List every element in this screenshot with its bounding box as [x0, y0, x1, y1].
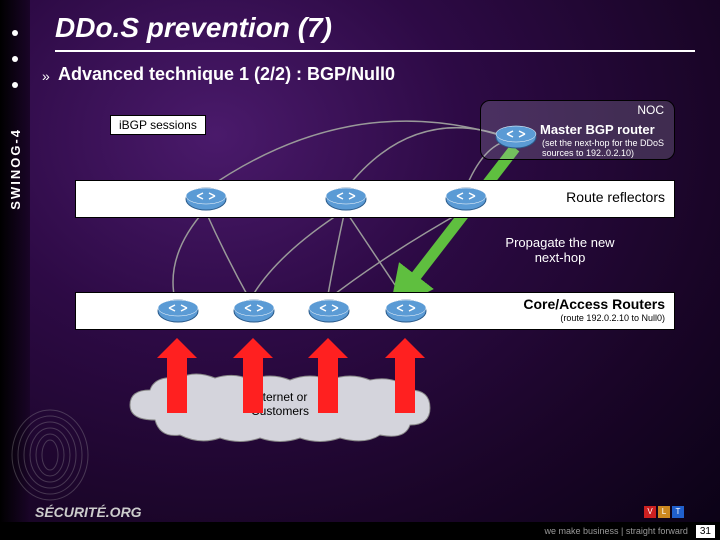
sq-t: T [672, 506, 684, 518]
dot [12, 30, 18, 36]
attack-arrow-3 [395, 358, 415, 413]
attack-arrow-0 [167, 358, 187, 413]
sq-v: V [644, 506, 656, 518]
master-router-sub: (set the next-hop for the DDoS sources t… [542, 138, 670, 158]
chevron-icon: » [42, 68, 50, 84]
color-squares: V L T [643, 506, 685, 518]
router-core1 [157, 299, 199, 323]
master-router-label: Master BGP router [540, 122, 670, 137]
page-title: DDo.S prevention (7) [55, 12, 332, 44]
title-underline [55, 50, 695, 52]
router-reflector3 [445, 187, 487, 211]
footer-text: we make business | straight forward [544, 526, 687, 536]
dot [12, 56, 18, 62]
network-diagram: NOC iBGP sessions Master BGP router (set… [75, 100, 675, 440]
core-sub: (route 192.0.2.10 to Null0) [560, 313, 665, 323]
dot [12, 82, 18, 88]
route-reflectors-label: Route reflectors [566, 189, 665, 205]
fingerprint-icon [5, 405, 95, 505]
router-reflector2 [325, 187, 367, 211]
router-core3 [308, 299, 350, 323]
core-label: Core/Access Routers [523, 296, 665, 312]
securite-logo: SÉCURITÉ.ORG [35, 504, 142, 520]
noc-label: NOC [637, 103, 664, 117]
ibgp-label: iBGP sessions [110, 115, 206, 135]
propagate-label: Propagate the new next-hop [490, 235, 630, 265]
attack-arrow-1 [243, 358, 263, 413]
subtitle: Advanced technique 1 (2/2) : BGP/Null0 [58, 64, 395, 85]
router-reflector1 [185, 187, 227, 211]
router-master [495, 125, 537, 149]
sq-l: L [658, 506, 670, 518]
page-number: 31 [696, 525, 715, 538]
footer: we make business | straight forward 31 [0, 522, 720, 540]
router-core4 [385, 299, 427, 323]
router-core2 [233, 299, 275, 323]
sidebar-brand: SWINOG-4 [8, 128, 23, 210]
attack-arrow-2 [318, 358, 338, 413]
